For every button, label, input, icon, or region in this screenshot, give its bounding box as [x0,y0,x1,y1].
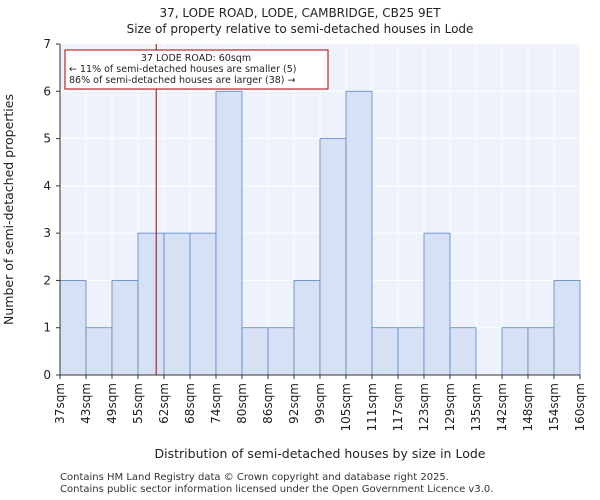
x-tick-label: 154sqm [547,383,561,431]
y-tick-label: 1 [43,321,51,335]
y-tick-label: 4 [43,179,51,193]
x-tick-label: 43sqm [79,383,93,424]
y-tick-label: 5 [43,132,51,146]
y-tick-label: 2 [43,273,51,287]
chart-title: 37, LODE ROAD, LODE, CAMBRIDGE, CB25 9ET [159,6,441,20]
bar [449,327,477,376]
property-annotation: 37 LODE ROAD: 60sqm ← 11% of semi-detach… [64,49,329,90]
bars [59,90,581,376]
x-tick-label: 142sqm [495,383,509,431]
bar [215,90,243,376]
x-tick-label: 111sqm [365,383,379,431]
bar [293,280,321,376]
bar [371,327,399,376]
x-tick-label: 68sqm [183,383,197,424]
bar [189,232,217,376]
bar [501,327,529,376]
x-tick-label: 129sqm [443,383,457,431]
y-tick-label: 0 [43,368,51,382]
x-tick-label: 135sqm [469,383,483,431]
x-tick-label: 86sqm [261,383,275,424]
x-tick-label: 117sqm [391,383,405,431]
bar [137,232,165,376]
x-tick-label: 92sqm [287,383,301,424]
footer-line-1: Contains HM Land Registry data © Crown c… [60,472,449,483]
axes [59,44,580,376]
x-tick-label: 99sqm [313,383,327,424]
footer: Contains HM Land Registry data © Crown c… [60,472,493,496]
y-tick-label: 6 [43,84,51,98]
y-axis-label: Number of semi-detached properties [1,94,16,325]
bar [85,327,113,376]
x-tick-label: 123sqm [417,383,431,431]
bar [423,232,451,376]
x-tick-label: 74sqm [209,383,223,424]
x-axis-ticks: 37sqm 43sqm 49sqm 55sqm 62sqm 68sqm 74sqm 80sqm… [53,375,587,431]
x-tick-label: 37sqm [53,383,67,424]
chart-subtitle: Size of property relative to semi-detach… [126,22,474,36]
bar [527,327,555,376]
bar [397,327,425,376]
x-tick-label: 160sqm [573,383,587,431]
grid-lines [59,43,581,376]
bar [111,280,139,376]
chart-title-block: 37, LODE ROAD, LODE, CAMBRIDGE, CB25 9ET… [0,5,600,37]
bar [319,138,347,376]
x-tick-label: 55sqm [131,383,145,424]
bar [267,327,295,376]
x-tick-label: 80sqm [235,383,249,424]
bar [59,280,87,376]
y-axis-ticks: 0 1 2 3 4 5 6 7 [43,37,60,382]
bar [345,90,373,376]
bar [241,327,269,376]
bar [163,232,191,376]
footer-line-2: Contains public sector information licen… [60,484,494,495]
annotation-smaller: ← 11% of semi-detached houses are smalle… [69,64,297,75]
x-tick-label: 148sqm [521,383,535,431]
x-tick-label: 62sqm [157,383,171,424]
x-axis-label: Distribution of semi-detached houses by … [155,446,486,461]
annotation-box [64,49,329,90]
y-tick-label: 7 [43,37,51,51]
x-tick-label: 49sqm [105,383,119,424]
y-tick-label: 3 [43,226,51,240]
x-tick-label: 105sqm [339,383,353,431]
annotation-larger: 86% of semi-detached houses are larger (… [69,75,296,86]
bar [553,280,581,376]
annotation-title: 37 LODE ROAD: 60sqm [141,53,251,64]
